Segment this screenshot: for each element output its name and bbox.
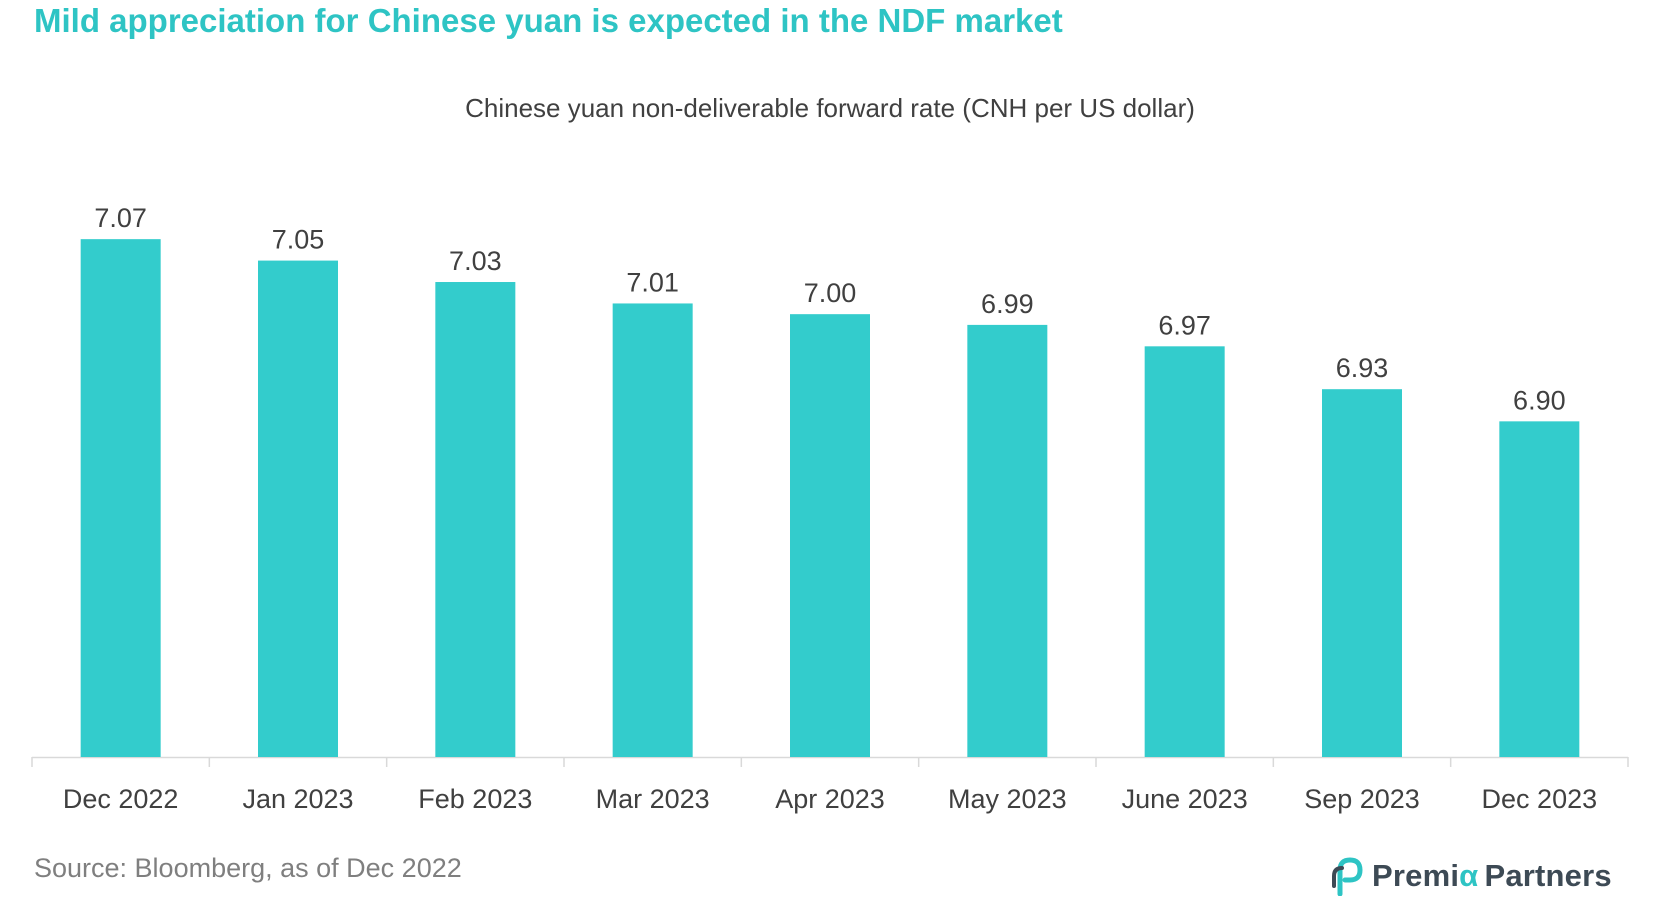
- bar: [1322, 389, 1402, 757]
- bar: [1499, 421, 1580, 757]
- logo-text-premi: Premi: [1372, 858, 1460, 893]
- chart-title: Chinese yuan non-deliverable forward rat…: [465, 93, 1195, 123]
- bar: [967, 324, 1048, 757]
- bar: [612, 303, 693, 757]
- x-tick-label: Dec 2023: [1482, 784, 1598, 814]
- data-label: 7.03: [449, 246, 502, 276]
- data-label: 7.05: [272, 225, 325, 255]
- premia-partners-logo: Premiα Partners: [1330, 855, 1612, 897]
- logo-text-alpha: α: [1459, 858, 1479, 893]
- x-tick-label: Feb 2023: [418, 784, 532, 814]
- x-tick-label: Apr 2023: [775, 784, 885, 814]
- data-label: 6.97: [1158, 310, 1211, 340]
- source-note: Source: Bloomberg, as of Dec 2022: [34, 853, 462, 883]
- bar: [258, 260, 338, 757]
- data-label: 6.99: [981, 289, 1034, 319]
- x-tick-label: Dec 2022: [63, 784, 179, 814]
- bar: [1144, 346, 1225, 757]
- logo-text: Premiα Partners: [1372, 858, 1612, 894]
- bar: [80, 239, 161, 757]
- data-label: 6.93: [1336, 353, 1389, 383]
- data-label: 6.90: [1513, 385, 1566, 415]
- bar: [790, 314, 870, 757]
- x-tick-label: Jan 2023: [242, 784, 353, 814]
- x-tick-label: June 2023: [1122, 784, 1248, 814]
- data-label: 7.00: [804, 278, 857, 308]
- data-label: 7.01: [626, 267, 679, 297]
- x-tick-label: May 2023: [948, 784, 1067, 814]
- bar-chart: 7.07 Dec 2022 7.05 Jan 2023 7.03 Feb 2023 7.01…: [31, 203, 1629, 814]
- x-tick-label: Mar 2023: [596, 784, 710, 814]
- premia-logo-icon: [1332, 857, 1363, 896]
- bar: [435, 282, 516, 757]
- x-tick-label: Sep 2023: [1304, 784, 1420, 814]
- logo-text-partners: Partners: [1484, 858, 1612, 893]
- data-label: 7.07: [94, 203, 147, 233]
- chart-headline: Mild appreciation for Chinese yuan is ex…: [34, 2, 1063, 39]
